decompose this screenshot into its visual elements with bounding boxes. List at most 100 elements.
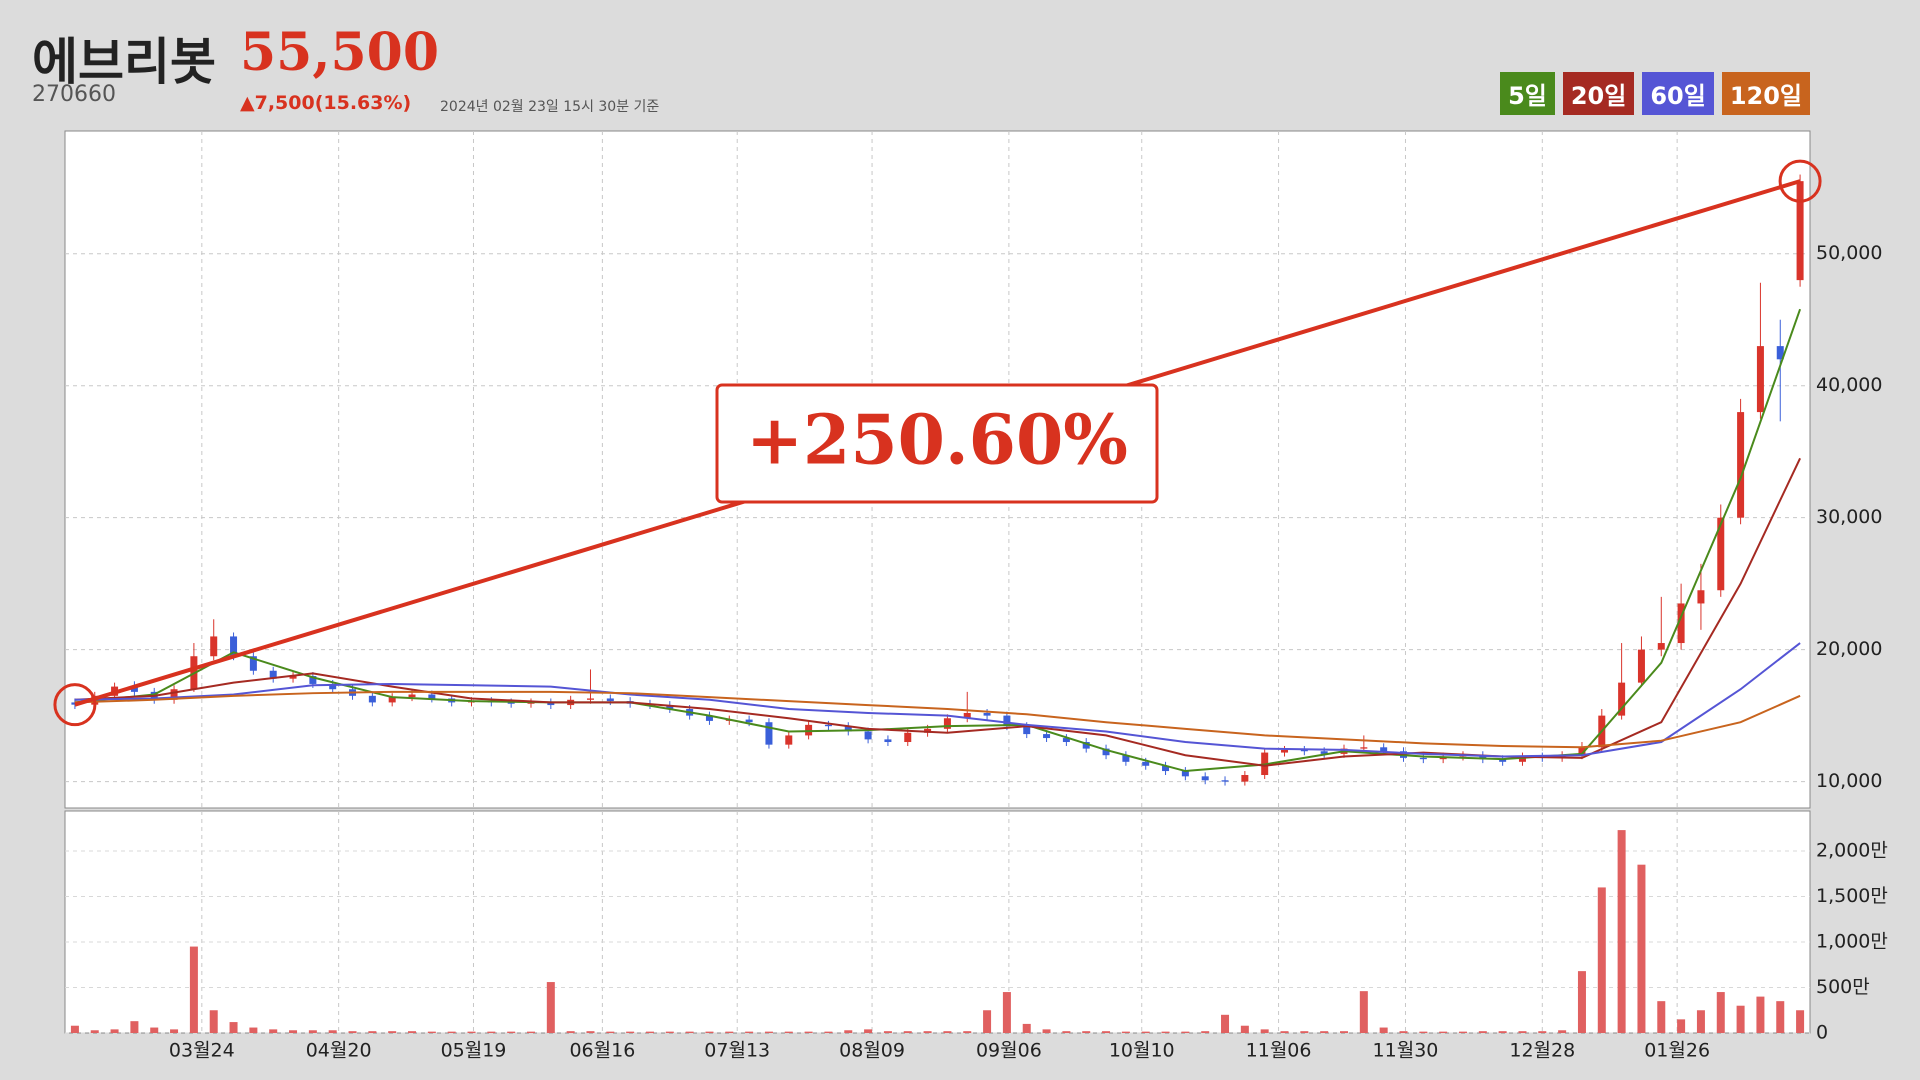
y-tick-label: 50,000 bbox=[1816, 242, 1882, 264]
volume-bar bbox=[883, 1031, 892, 1033]
candle-body bbox=[507, 702, 515, 704]
candle-body bbox=[1677, 603, 1685, 644]
volume-bar bbox=[1399, 1031, 1408, 1033]
volume-bar bbox=[1478, 1031, 1487, 1033]
volume-bar bbox=[427, 1031, 436, 1033]
volume-bar bbox=[983, 1010, 992, 1033]
candle-body bbox=[745, 719, 753, 723]
volume-bar bbox=[804, 1031, 813, 1033]
candle-body bbox=[1637, 649, 1645, 683]
volume-bar bbox=[864, 1029, 873, 1033]
stock-name: 에브리봇 bbox=[32, 33, 216, 91]
volume-bar bbox=[784, 1031, 793, 1033]
volume-bar bbox=[586, 1031, 595, 1033]
candle-body bbox=[824, 724, 832, 727]
candle-body bbox=[864, 731, 872, 740]
volume-bar bbox=[249, 1027, 258, 1033]
x-tick-label: 07월13 bbox=[704, 1040, 770, 1062]
volume-bar bbox=[189, 946, 198, 1033]
candle-body bbox=[1181, 771, 1189, 777]
volume-bar bbox=[626, 1031, 635, 1033]
candle-body bbox=[1737, 412, 1745, 518]
candle-body bbox=[785, 735, 793, 745]
candle-body bbox=[1082, 742, 1090, 749]
volume-bar bbox=[348, 1031, 357, 1033]
candle-body bbox=[1618, 682, 1626, 716]
candle-body bbox=[1380, 747, 1388, 752]
stock-code: 270660 bbox=[32, 82, 116, 107]
volume-bar bbox=[110, 1029, 119, 1033]
ma-line bbox=[74, 642, 1801, 758]
volume-bar bbox=[685, 1031, 694, 1033]
candle-body bbox=[1697, 590, 1705, 604]
volume-bar bbox=[130, 1021, 139, 1033]
volume-bar bbox=[1002, 992, 1011, 1033]
candle-body bbox=[943, 718, 951, 729]
x-tick-label: 12월28 bbox=[1509, 1040, 1575, 1062]
volume-bar bbox=[1558, 1030, 1567, 1033]
volume-bar bbox=[546, 982, 555, 1033]
legend-entry: 60일 bbox=[1642, 72, 1714, 115]
volume-bar bbox=[1419, 1031, 1428, 1033]
candle-body bbox=[1657, 643, 1665, 650]
volume-bar bbox=[1359, 991, 1368, 1033]
volume-bar bbox=[229, 1022, 238, 1033]
candle-body bbox=[1796, 181, 1804, 281]
y-tick-label: 2,000만 bbox=[1816, 840, 1888, 862]
volume-bar bbox=[269, 1029, 278, 1033]
volume-bar bbox=[1161, 1031, 1170, 1033]
volume-bar bbox=[70, 1025, 79, 1033]
volume-bar bbox=[1577, 971, 1586, 1033]
volume-bar bbox=[963, 1031, 972, 1033]
volume-bar bbox=[1320, 1031, 1329, 1033]
volume-bar bbox=[665, 1031, 674, 1033]
volume-bar bbox=[328, 1030, 337, 1033]
volume-bar bbox=[1379, 1027, 1388, 1033]
candle-body bbox=[1360, 747, 1368, 749]
x-tick-label: 11월06 bbox=[1246, 1040, 1312, 1062]
volume-bar bbox=[1637, 864, 1646, 1033]
candle-body bbox=[1300, 749, 1308, 752]
candle-body bbox=[1499, 759, 1507, 762]
x-tick-label: 03월24 bbox=[169, 1040, 235, 1062]
x-tick-label: 09월06 bbox=[976, 1040, 1042, 1062]
legend-entry: 5일 bbox=[1500, 72, 1555, 115]
candle-body bbox=[1756, 346, 1764, 413]
candle-body bbox=[1102, 748, 1110, 756]
volume-bar bbox=[1538, 1031, 1547, 1033]
annotation-box bbox=[715, 383, 1159, 504]
y-tick-label: 10,000 bbox=[1816, 770, 1882, 792]
volume-bar bbox=[170, 1029, 179, 1033]
candle-body bbox=[408, 694, 416, 698]
volume-bar bbox=[209, 1010, 218, 1033]
x-tick-label: 01월26 bbox=[1644, 1040, 1710, 1062]
candle-body bbox=[269, 670, 277, 679]
volume-bar bbox=[507, 1031, 516, 1033]
volume-bar bbox=[824, 1031, 833, 1033]
candle-body bbox=[210, 636, 218, 657]
volume-bar bbox=[1280, 1031, 1289, 1033]
candle-body bbox=[1162, 765, 1170, 772]
x-tick-label: 11월30 bbox=[1373, 1040, 1439, 1062]
volume-bar bbox=[1736, 1005, 1745, 1033]
volume-bar bbox=[487, 1031, 496, 1033]
candle-body bbox=[1221, 780, 1229, 782]
candle-body bbox=[1142, 761, 1150, 766]
volume-bar bbox=[1121, 1031, 1130, 1033]
volume-panel bbox=[64, 810, 1811, 1034]
candle-body bbox=[1320, 751, 1328, 754]
volume-bar bbox=[1756, 996, 1765, 1033]
start-marker bbox=[53, 683, 97, 727]
candle-body bbox=[309, 676, 317, 684]
volume-bar bbox=[1776, 1001, 1785, 1033]
volume-bar bbox=[1240, 1025, 1249, 1033]
volume-bar bbox=[1657, 1001, 1666, 1033]
candle-body bbox=[765, 722, 773, 745]
volume-bar bbox=[1696, 1010, 1705, 1033]
y-tick-label: 0 bbox=[1816, 1022, 1828, 1044]
volume-bar bbox=[447, 1031, 456, 1033]
candle-body bbox=[844, 726, 852, 732]
header: 에브리봇 55,500 270660 ▲7,500(15.63%) 2024년 … bbox=[0, 0, 1920, 130]
volume-bar bbox=[1181, 1031, 1190, 1033]
candle-body bbox=[1241, 775, 1249, 782]
